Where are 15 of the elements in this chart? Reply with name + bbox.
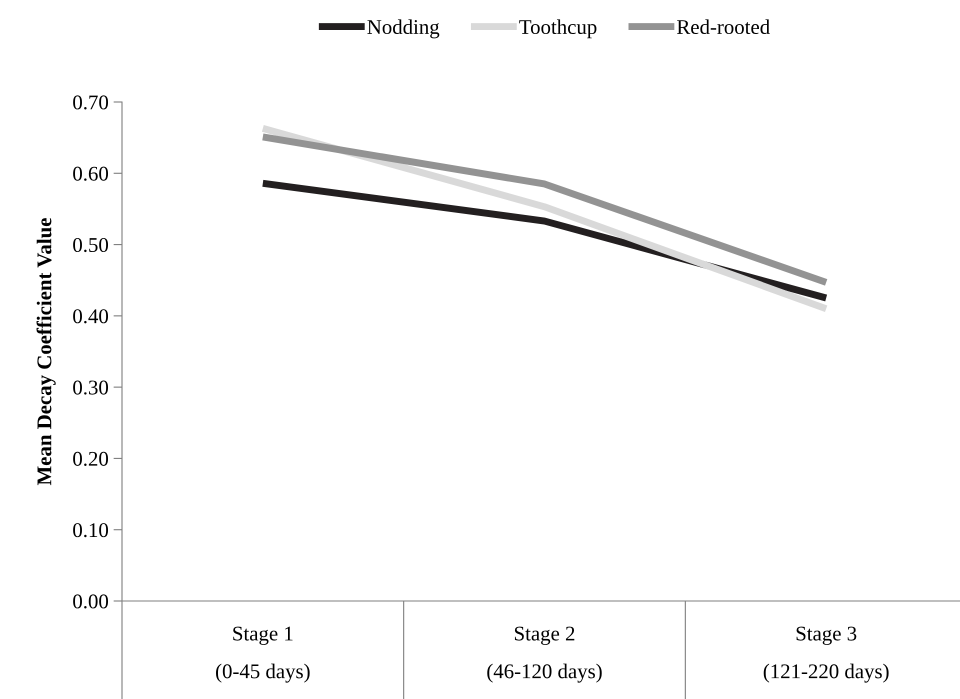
- y-tick-label: 0.10: [73, 523, 108, 538]
- legend-label: Red-rooted: [677, 19, 770, 34]
- y-tick-label: 0.30: [73, 380, 108, 395]
- legend-label: Toothcup: [519, 19, 596, 38]
- y-tick-label: 0.40: [73, 309, 108, 324]
- y-tick-label: 0.00: [73, 594, 108, 609]
- x-tick-label: Stage 2 (46-120 days): [487, 626, 602, 683]
- y-tick-label: 0.60: [73, 166, 108, 181]
- y-axis-title: Mean Decay Coefficient Value: [36, 218, 56, 486]
- x-tick-label: Stage 3 (121-220 days): [764, 626, 889, 683]
- x-tick-label: Stage 1 (0-45 days): [216, 626, 310, 683]
- legend-label: Nodding: [367, 19, 440, 38]
- y-tick-label: 0.20: [73, 452, 108, 466]
- y-tick-label: 0.50: [73, 238, 108, 252]
- y-tick-label: 0.70: [73, 95, 108, 110]
